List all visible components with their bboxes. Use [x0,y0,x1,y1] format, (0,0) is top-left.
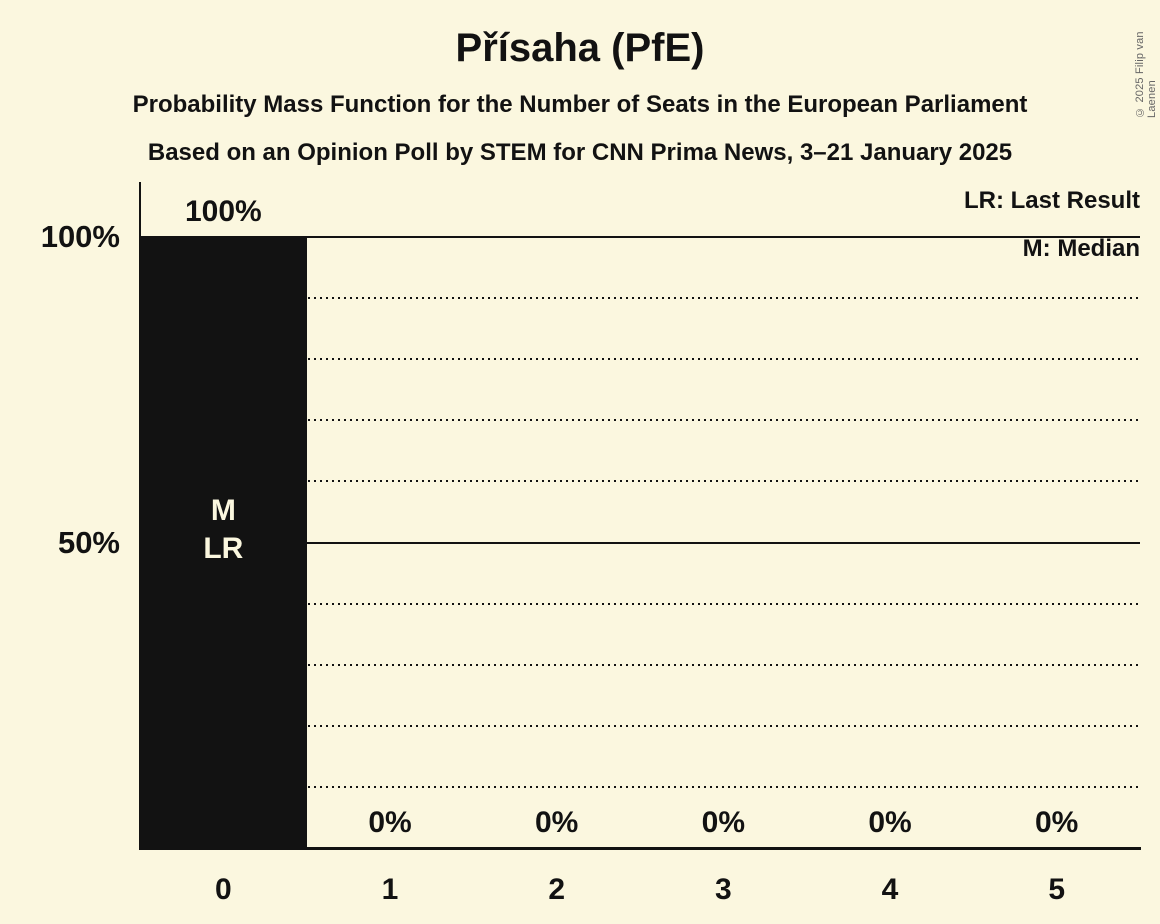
x-axis-tick-label-1: 1 [381,873,399,906]
y-axis-label-50: 50% [57,524,120,560]
gridline-dotted-90pct [140,297,1140,300]
bar-value-label-2: 0% [534,806,579,839]
x-axis-tick-label-2: 2 [548,873,565,906]
gridline-dotted-20pct [140,724,1140,727]
subtitle-line-1: Probability Mass Function for the Number… [132,91,1028,118]
bar-value-label-4: 0% [868,806,912,839]
bar-seats-0 [140,237,307,848]
y-axis-label-100: 100% [40,219,120,254]
bar-value-label-1: 0% [368,806,412,839]
bar-value-label-5: 0% [1034,806,1079,839]
gridline-dotted-80pct [140,358,1140,361]
x-axis-tick-label-5: 5 [1048,873,1065,906]
gridline-dotted-30pct [140,663,1140,666]
copyright-note: © 2025 Filip van Laenen [1134,31,1158,118]
y-axis-line [139,182,141,850]
bar-value-label-0: 100% [184,195,262,228]
page-title: Přísaha (PfE) [455,26,705,70]
gridline-dotted-70pct [140,419,1140,422]
x-axis-line [139,847,1141,850]
legend-lr-label: LR: Last Result [963,187,1140,214]
x-axis-tick-label-0: 0 [214,873,232,906]
x-axis-tick-label-3: 3 [714,873,732,906]
gridline-solid-50pct [140,541,1140,544]
bar-annotation-line: M [210,493,236,527]
gridline-dotted-60pct [140,480,1140,483]
legend-m-label: M: Median [1022,235,1140,262]
gridline-dotted-40pct [140,602,1140,605]
gridline-dotted-10pct [140,785,1140,788]
bar-annotation-line: LR [203,531,244,565]
subtitle-line-2: Based on an Opinion Poll by STEM for CNN… [147,139,1013,166]
bar-value-label-3: 0% [701,806,746,839]
gridline-solid-100pct [140,236,1140,238]
bar-annotation-0: M LR [203,492,243,568]
x-axis-tick-label-4: 4 [881,873,899,906]
